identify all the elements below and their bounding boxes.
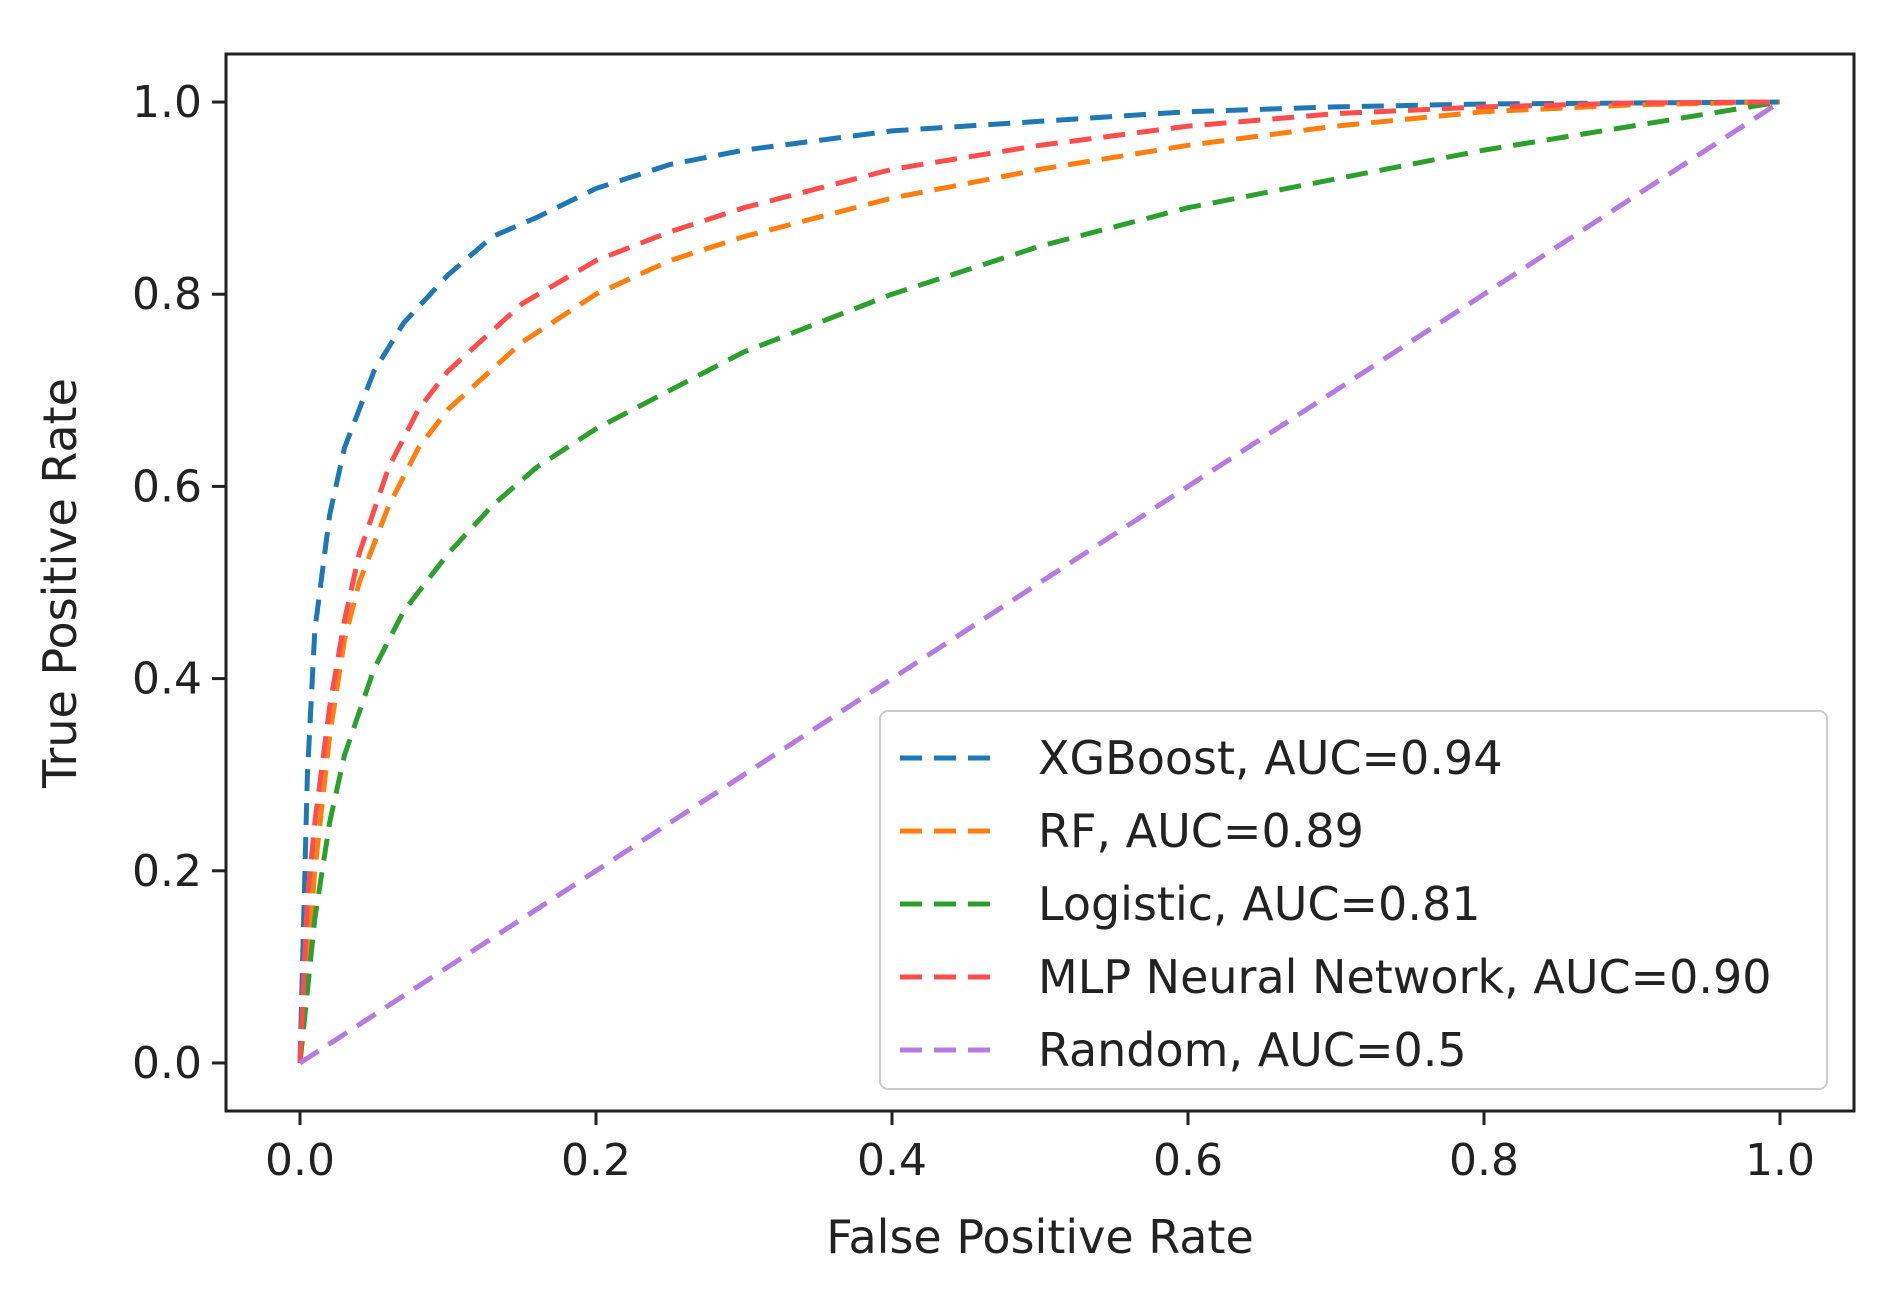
series-line-1 <box>297 99 1781 1064</box>
series-line-4 <box>298 99 1782 1066</box>
legend: XGBoost, AUC=0.94 RF, AUC=0.89 Logistic, A… <box>879 710 1828 1090</box>
x-tick-label: 1.0 <box>1745 1135 1815 1186</box>
series-line-3 <box>297 99 1781 1064</box>
y-tick-label: 0.0 <box>132 1038 202 1089</box>
legend-label-0: XGBoost, AUC=0.94 <box>1038 731 1502 785</box>
series-line-0 <box>297 99 1781 1064</box>
legend-label-1: RF, AUC=0.89 <box>1038 804 1364 858</box>
x-tick-label: 0.6 <box>1153 1135 1223 1186</box>
legend-label-4: Random, AUC=0.5 <box>1038 1023 1467 1077</box>
x-tick-label: 0.8 <box>1449 1135 1519 1186</box>
legend-box <box>879 710 1828 1090</box>
y-axis-label: True Positive Rate <box>33 378 87 789</box>
x-tick-label: 0.0 <box>265 1135 335 1186</box>
series-line-2 <box>297 99 1781 1064</box>
legend-label-3: MLP Neural Network, AUC=0.90 <box>1038 950 1772 1004</box>
y-tick-label: 0.8 <box>132 269 202 320</box>
x-tick-label: 0.4 <box>857 1135 927 1186</box>
legend-label-2: Logistic, AUC=0.81 <box>1038 877 1480 931</box>
y-tick-label: 0.2 <box>132 846 202 897</box>
x-tick-label: 0.2 <box>561 1135 631 1186</box>
x-axis-label: False Positive Rate <box>826 1210 1254 1264</box>
y-tick-label: 0.4 <box>132 654 202 705</box>
series-layer <box>297 99 1782 1066</box>
ticks-layer: 0.0 0.2 0.4 0.6 0.8 1.0 0.0 0.2 0.4 0.6 0.8 1.0 <box>132 77 1815 1186</box>
legend-items: XGBoost, AUC=0.94 RF, AUC=0.89 Logistic, A… <box>900 731 1772 1077</box>
y-tick-label: 1.0 <box>132 77 202 128</box>
plot-frame <box>224 52 1856 1113</box>
y-tick-label: 0.6 <box>132 461 202 512</box>
